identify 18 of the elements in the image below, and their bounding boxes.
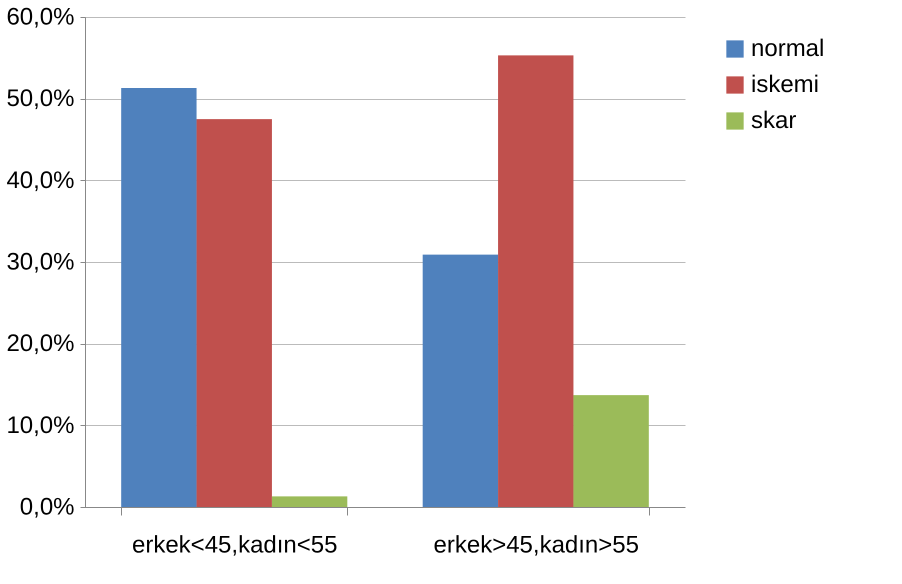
- bar: [422, 254, 498, 507]
- bar: [272, 496, 348, 507]
- y-tick-label: 10,0%: [6, 412, 74, 439]
- bar: [498, 55, 574, 507]
- y-tick-label: 60,0%: [6, 4, 74, 30]
- y-tick-label: 50,0%: [6, 85, 74, 112]
- x-tick-label: erkek<45,kadın<55: [132, 532, 338, 558]
- legend-label: iskemi: [751, 71, 820, 98]
- y-tick-label: 30,0%: [6, 248, 74, 276]
- bar: [121, 88, 197, 507]
- y-tick-label: 20,0%: [6, 330, 74, 358]
- bar: [196, 119, 272, 507]
- bar: [573, 395, 649, 507]
- x-tick-label: erkek>45,kadın>55: [434, 532, 640, 558]
- y-tick-label: 40,0%: [6, 166, 74, 194]
- legend-label: normal: [751, 35, 824, 62]
- legend-label: skar: [751, 107, 796, 134]
- y-tick-label: 0,0%: [20, 494, 74, 520]
